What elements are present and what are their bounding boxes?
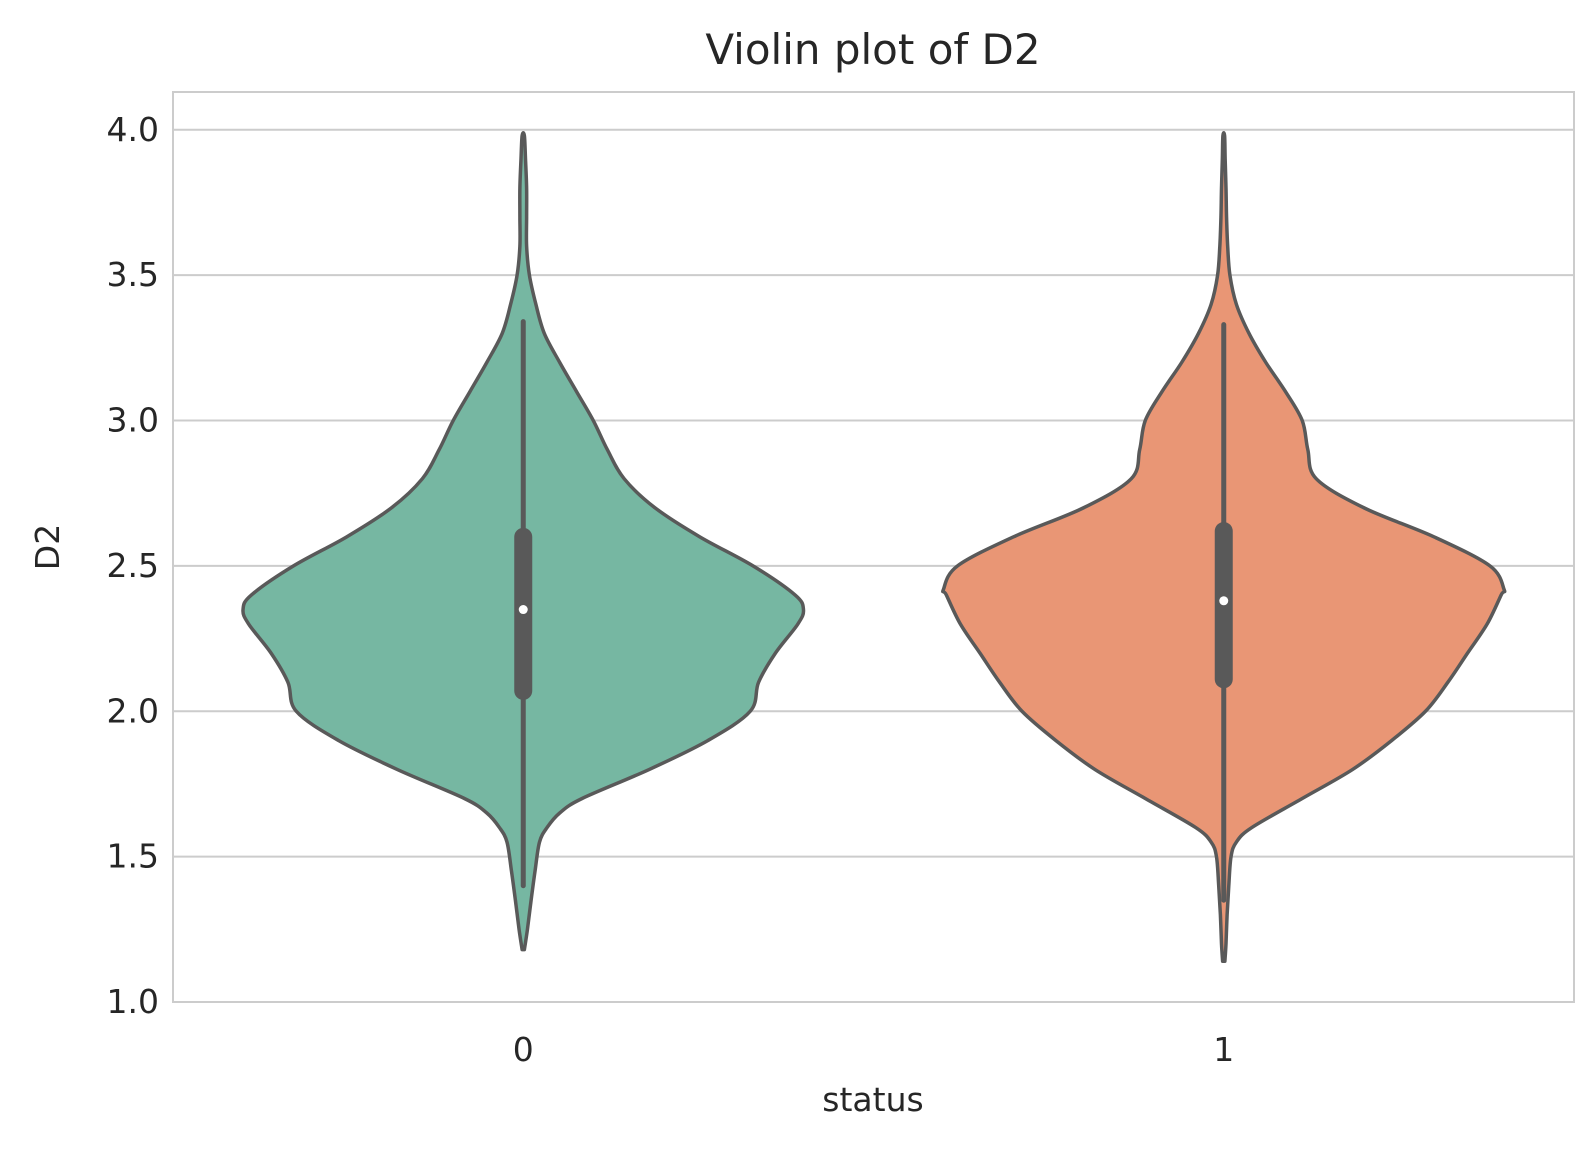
- y-tick-label-5: 3.5: [107, 255, 159, 294]
- plot-frame: [172, 91, 1575, 1003]
- chart-title: Violin plot of D2: [705, 25, 1040, 74]
- x-axis-label: status: [822, 1080, 923, 1119]
- y-tick-label-1: 1.5: [107, 837, 159, 876]
- x-tick-label-1: 1: [1213, 1030, 1234, 1069]
- median-point-1: [1219, 596, 1229, 606]
- y-tick-label-6: 4.0: [107, 110, 159, 149]
- y-tick-label-0: 1.0: [107, 982, 159, 1021]
- tick-labels: 1.0 1.5 2.0 2.5 3.0 3.5 4.0 0 1: [107, 110, 1235, 1069]
- median-point-0: [518, 605, 528, 615]
- y-tick-label-3: 2.5: [107, 546, 159, 585]
- y-axis-label: D2: [28, 524, 67, 570]
- y-tick-label-2: 2.0: [107, 691, 159, 730]
- y-tick-label-4: 3.0: [107, 401, 159, 440]
- x-tick-label-0: 0: [513, 1030, 534, 1069]
- violins: [241, 130, 1507, 964]
